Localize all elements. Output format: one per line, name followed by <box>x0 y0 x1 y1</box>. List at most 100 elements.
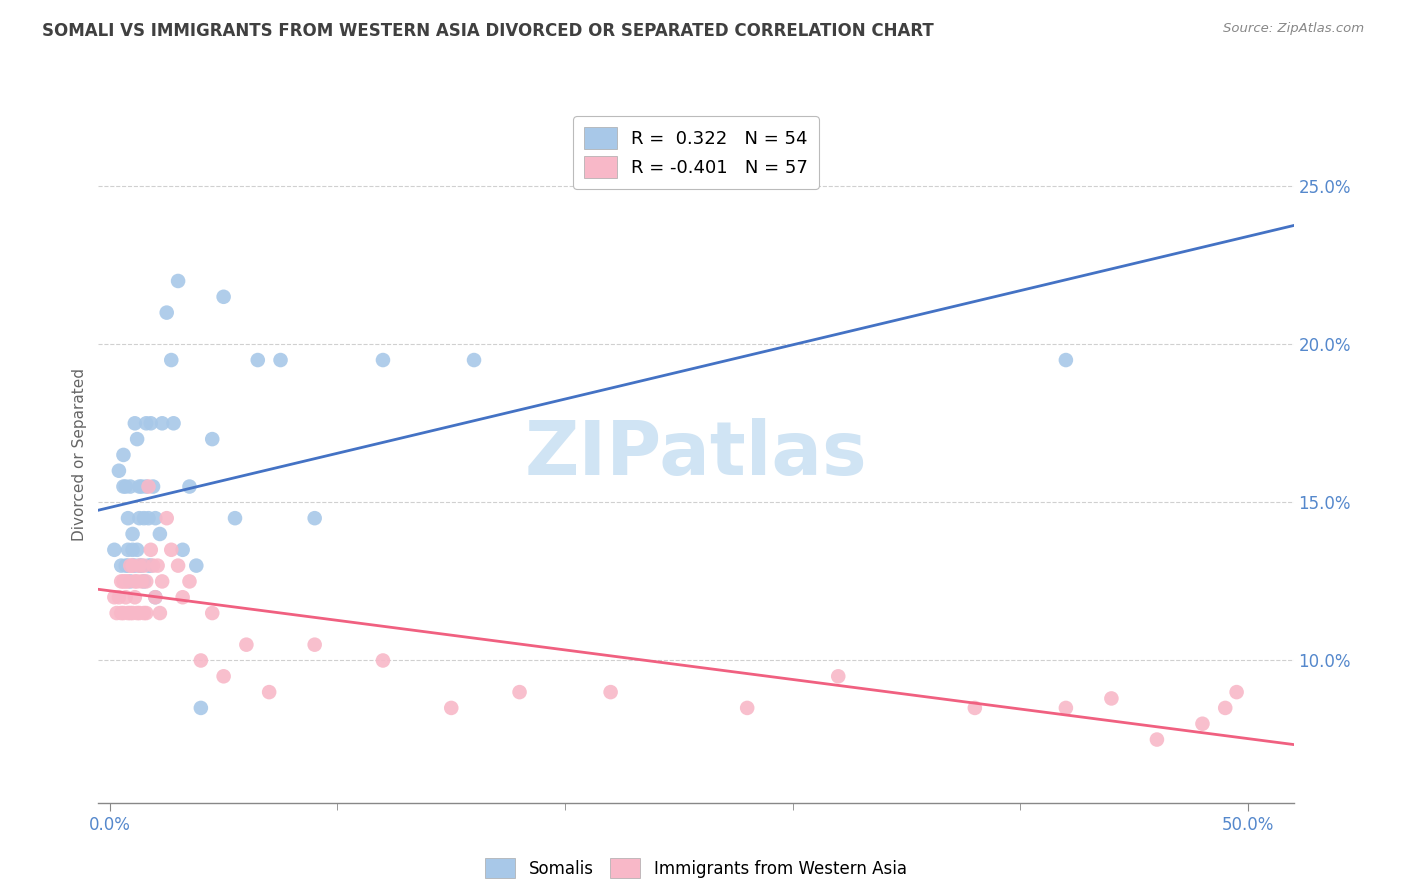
Point <box>599 685 621 699</box>
Point <box>108 464 131 478</box>
Point <box>112 448 135 462</box>
Point <box>371 353 394 368</box>
Point <box>440 701 463 715</box>
Point <box>190 653 212 667</box>
Point <box>257 685 280 699</box>
Point <box>117 511 139 525</box>
Point <box>128 558 150 573</box>
Point <box>103 591 125 605</box>
Point <box>108 591 131 605</box>
Point <box>150 574 173 589</box>
Point <box>127 606 149 620</box>
Point <box>172 542 194 557</box>
Point <box>121 558 143 573</box>
Point <box>127 574 149 589</box>
Point <box>121 542 143 557</box>
Point <box>124 591 146 605</box>
Point <box>121 558 143 573</box>
Point <box>114 558 136 573</box>
Point <box>1146 732 1168 747</box>
Point <box>117 558 139 573</box>
Point <box>201 606 224 620</box>
Point <box>132 511 155 525</box>
Point <box>156 305 179 319</box>
Point <box>1054 353 1077 368</box>
Point <box>167 558 190 573</box>
Point <box>827 669 849 683</box>
Point <box>114 479 136 493</box>
Y-axis label: Divorced or Separated: Divorced or Separated <box>72 368 87 541</box>
Point <box>117 542 139 557</box>
Point <box>143 511 166 525</box>
Point <box>149 527 172 541</box>
Point <box>131 574 153 589</box>
Point <box>114 591 136 605</box>
Point <box>135 479 157 493</box>
Point <box>139 558 162 573</box>
Point <box>156 511 179 525</box>
Point <box>124 417 146 431</box>
Point <box>142 558 165 573</box>
Point <box>304 638 326 652</box>
Point <box>142 479 165 493</box>
Point <box>150 417 173 431</box>
Point <box>138 558 160 573</box>
Point <box>371 653 394 667</box>
Point <box>1099 691 1122 706</box>
Point <box>127 432 149 446</box>
Point <box>1054 701 1077 715</box>
Point <box>139 417 162 431</box>
Point <box>246 353 269 368</box>
Point <box>186 558 208 573</box>
Point <box>179 574 201 589</box>
Point <box>120 574 142 589</box>
Point <box>117 574 139 589</box>
Point <box>110 558 132 573</box>
Point <box>112 606 135 620</box>
Point <box>124 574 146 589</box>
Point <box>143 591 166 605</box>
Point <box>114 574 136 589</box>
Point <box>162 417 184 431</box>
Point <box>135 417 157 431</box>
Point <box>201 432 224 446</box>
Point <box>167 274 190 288</box>
Point <box>963 701 986 715</box>
Point <box>146 558 169 573</box>
Point <box>212 290 235 304</box>
Point <box>112 479 135 493</box>
Point <box>127 542 149 557</box>
Point <box>110 574 132 589</box>
Point <box>120 606 142 620</box>
Point <box>128 606 150 620</box>
Point <box>1213 701 1236 715</box>
Point <box>121 527 143 541</box>
Text: Source: ZipAtlas.com: Source: ZipAtlas.com <box>1223 22 1364 36</box>
Point <box>105 606 128 620</box>
Point <box>132 558 155 573</box>
Point <box>120 479 142 493</box>
Point <box>160 353 183 368</box>
Point <box>103 542 125 557</box>
Point <box>509 685 531 699</box>
Point <box>270 353 292 368</box>
Point <box>172 591 194 605</box>
Point <box>735 701 758 715</box>
Point <box>224 511 246 525</box>
Point <box>1226 685 1249 699</box>
Point <box>117 606 139 620</box>
Point <box>135 606 157 620</box>
Point <box>149 606 172 620</box>
Text: ZIPatlas: ZIPatlas <box>524 418 868 491</box>
Point <box>143 591 166 605</box>
Point <box>112 574 135 589</box>
Point <box>139 542 162 557</box>
Point <box>190 701 212 715</box>
Text: SOMALI VS IMMIGRANTS FROM WESTERN ASIA DIVORCED OR SEPARATED CORRELATION CHART: SOMALI VS IMMIGRANTS FROM WESTERN ASIA D… <box>42 22 934 40</box>
Point <box>128 479 150 493</box>
Point <box>131 558 153 573</box>
Point <box>121 606 143 620</box>
Point <box>124 558 146 573</box>
Point <box>120 558 142 573</box>
Point <box>110 606 132 620</box>
